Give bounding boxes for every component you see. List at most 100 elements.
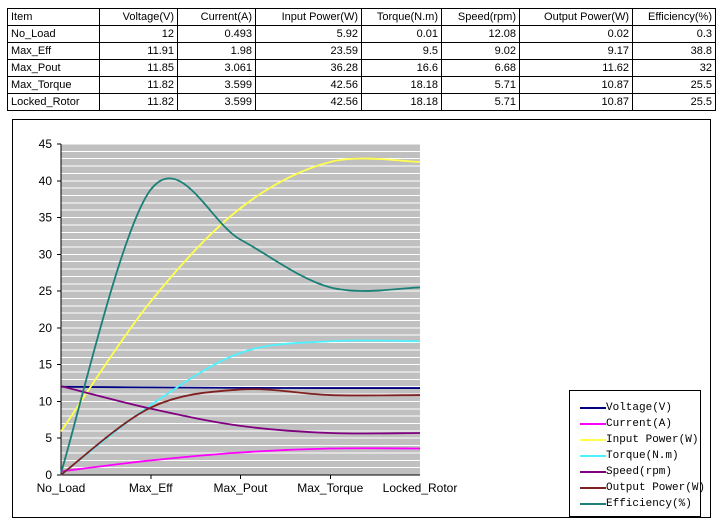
- value-cell: 11.82: [99, 93, 178, 111]
- column-header: Item: [7, 8, 100, 26]
- legend-line-swatch: [580, 455, 606, 457]
- x-category-label: Max_Eff: [129, 481, 173, 495]
- column-header: Torque(N.m): [361, 8, 442, 26]
- line-chart: 0 5 10 15 20 25 30 35 40 45 No_Load Max_Eff Max_Pout…: [37, 137, 458, 495]
- value-cell: 0.493: [177, 25, 256, 43]
- value-cell: 16.6: [361, 59, 442, 77]
- series-line: [60, 385, 421, 389]
- legend-label: Voltage(V): [606, 402, 673, 414]
- legend-item: Efficiency(%): [580, 496, 694, 512]
- column-header: Input Power(W): [255, 8, 362, 26]
- value-cell: 0.3: [632, 25, 716, 43]
- value-cell: 23.59: [255, 42, 362, 60]
- value-cell: 42.56: [255, 76, 362, 94]
- value-cell: 1.98: [177, 42, 256, 60]
- legend-item: Speed(rpm): [580, 464, 694, 480]
- column-header: Current(A): [177, 8, 256, 26]
- series-line: [60, 157, 421, 432]
- y-tick-label: 30: [39, 247, 53, 261]
- column-header: Voltage(V): [99, 8, 178, 26]
- legend-line-swatch: [580, 439, 606, 441]
- legend-line-swatch: [580, 471, 606, 473]
- row-label-cell: Max_Torque: [7, 76, 100, 94]
- value-cell: 0.01: [361, 25, 442, 43]
- value-cell: 10.87: [519, 93, 633, 111]
- value-cell: 25.5: [632, 76, 716, 94]
- legend-label: Output Power(W): [606, 482, 706, 494]
- table-row: Max_Pout 11.85 3.061 36.28 16.6 6.68 11.62 32: [7, 59, 716, 77]
- table-header-row: Item Voltage(V) Current(A) Input Power(W) To…: [7, 8, 716, 26]
- legend-item: Output Power(W): [580, 480, 705, 496]
- series-line: [60, 177, 421, 474]
- y-tick-label: 25: [39, 284, 53, 298]
- value-cell: 18.18: [361, 76, 442, 94]
- legend-label: Current(A): [606, 418, 673, 430]
- value-cell: 12: [99, 25, 178, 43]
- column-header: Output Power(W): [519, 8, 633, 26]
- series-line: [60, 447, 421, 473]
- y-tick-label: 35: [39, 211, 53, 225]
- y-tick-label: 45: [39, 137, 53, 151]
- table-row: Locked_Rotor 11.82 3.599 42.56 18.18 5.71 10.8…: [7, 93, 716, 111]
- legend-item: Input Power(W): [580, 432, 698, 448]
- value-cell: 11.91: [99, 42, 178, 60]
- value-cell: 9.17: [519, 42, 633, 60]
- legend-line-swatch: [580, 503, 606, 505]
- y-tick-label: 0: [45, 468, 52, 482]
- plot-area: [61, 144, 420, 475]
- results-table-body: No_Load 12 0.493 5.92 0.01 12.08 0.02 0.3 Max_Ef…: [7, 25, 716, 111]
- row-label-cell: Max_Eff: [7, 42, 100, 60]
- x-category-label: Locked_Rotor: [383, 481, 458, 495]
- column-header: Speed(rpm): [441, 8, 520, 26]
- series-line: [60, 388, 421, 476]
- chart-legend: Voltage(V) Current(A) Input Power(W) Torque…: [569, 390, 705, 517]
- table-row: No_Load 12 0.493 5.92 0.01 12.08 0.02 0.3: [7, 25, 716, 43]
- legend-item: Torque(N.m): [580, 448, 694, 464]
- y-tick-label: 5: [45, 431, 52, 445]
- value-cell: 11.85: [99, 59, 178, 77]
- legend-item: Voltage(V): [580, 400, 694, 416]
- results-table: Item Voltage(V) Current(A) Input Power(W) To…: [7, 8, 716, 111]
- table-row: Max_Torque 11.82 3.599 42.56 18.18 5.71 10.87 2…: [7, 76, 716, 94]
- row-label-cell: No_Load: [7, 25, 100, 43]
- value-cell: 5.71: [441, 93, 520, 111]
- x-category-label: Max_Pout: [213, 481, 268, 495]
- value-cell: 36.28: [255, 59, 362, 77]
- value-cell: 9.02: [441, 42, 520, 60]
- legend-label: Torque(N.m): [606, 450, 679, 462]
- row-label-cell: Locked_Rotor: [7, 93, 100, 111]
- legend-line-swatch: [580, 423, 606, 425]
- y-tick-label: 10: [39, 394, 53, 408]
- value-cell: 3.599: [177, 76, 256, 94]
- value-cell: 6.68: [441, 59, 520, 77]
- legend-line-swatch: [580, 407, 606, 409]
- legend-line-swatch: [580, 487, 606, 489]
- value-cell: 3.599: [177, 93, 256, 111]
- results-table-header: Item Voltage(V) Current(A) Input Power(W) To…: [7, 8, 716, 26]
- x-category-label: No_Load: [37, 481, 86, 495]
- value-cell: 18.18: [361, 93, 442, 111]
- x-category-label: Max_Torque: [297, 481, 363, 495]
- value-cell: 42.56: [255, 93, 362, 111]
- value-cell: 11.82: [99, 76, 178, 94]
- legend-label: Input Power(W): [606, 434, 699, 446]
- value-cell: 32: [632, 59, 716, 77]
- value-cell: 3.061: [177, 59, 256, 77]
- value-cell: 9.5: [361, 42, 442, 60]
- column-header: Efficiency(%): [632, 8, 716, 26]
- series-line: [60, 385, 421, 435]
- y-tick-label: 40: [39, 174, 53, 188]
- legend-label: Efficiency(%): [606, 498, 692, 510]
- y-tick-label: 20: [39, 321, 53, 335]
- chart-frame: 0 5 10 15 20 25 30 35 40 45 No_Load Max_Eff Max_Pout…: [12, 119, 711, 518]
- legend-item: Current(A): [580, 416, 694, 432]
- value-cell: 12.08: [441, 25, 520, 43]
- y-tick-label: 15: [39, 358, 53, 372]
- table-row: Max_Eff 11.91 1.98 23.59 9.5 9.02 9.17 38.8: [7, 42, 716, 60]
- value-cell: 38.8: [632, 42, 716, 60]
- row-label-cell: Max_Pout: [7, 59, 100, 77]
- legend-label: Speed(rpm): [606, 466, 673, 478]
- value-cell: 5.92: [255, 25, 362, 43]
- value-cell: 5.71: [441, 76, 520, 94]
